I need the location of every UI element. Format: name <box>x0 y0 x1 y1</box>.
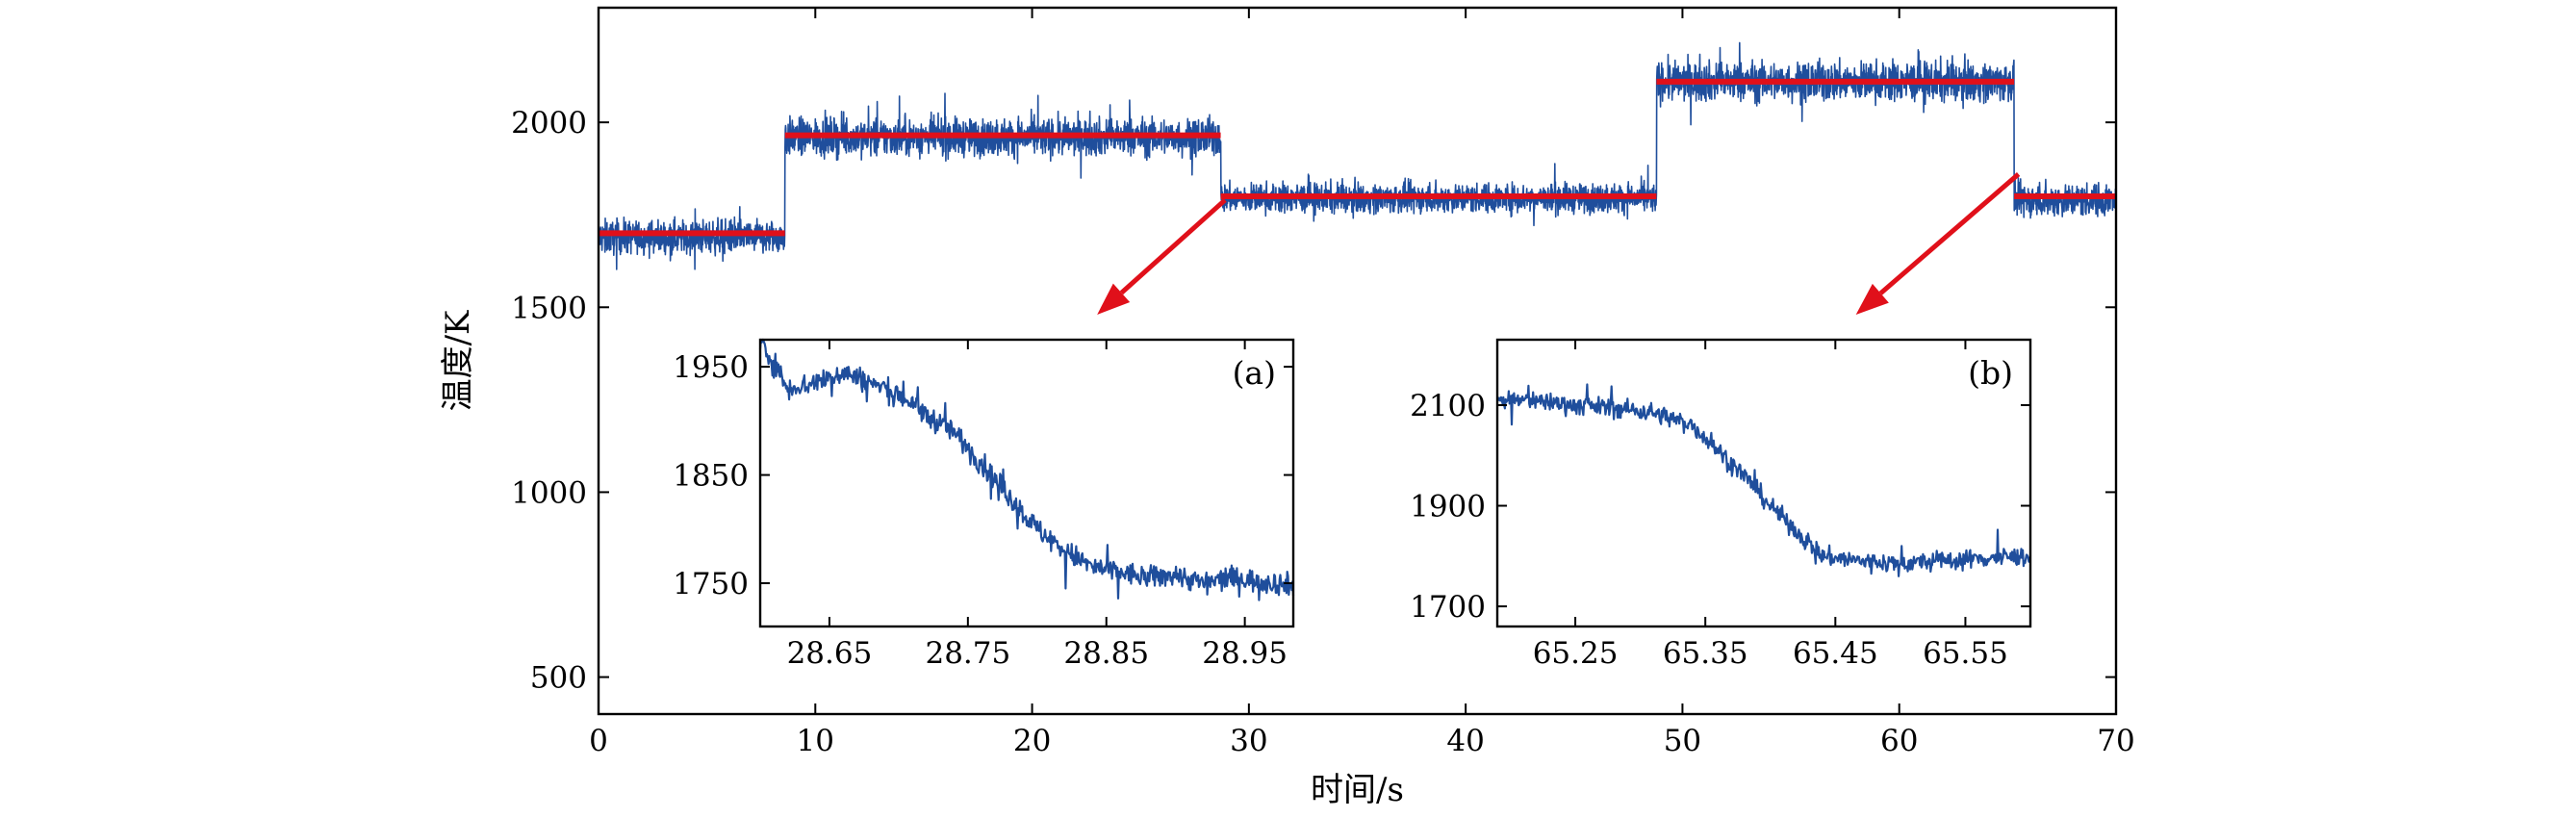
y-axis-title: 温度/K <box>439 310 477 411</box>
inset-b-x-tick-label: 65.45 <box>1793 636 1878 671</box>
main-x-tick-label: 50 <box>1664 724 1701 758</box>
inset-b-y-tick-label: 1900 <box>1410 490 1486 524</box>
inset-a-x-tick-label: 28.95 <box>1202 636 1288 671</box>
callout-arrowhead-a <box>1097 283 1131 315</box>
inset-b-temperature-line <box>1496 383 2032 577</box>
inset-a-frame <box>758 338 1295 628</box>
main-x-tick-label: 70 <box>2097 724 2134 758</box>
main-y-tick-label: 1500 <box>511 291 587 325</box>
inset-b-y-tick-label: 1700 <box>1410 590 1486 625</box>
inset-b-x-tick-label: 65.25 <box>1533 636 1619 671</box>
main-x-tick-label: 60 <box>1880 724 1918 758</box>
inset-a-plot: 28.65 28.75 28.85 28.95 1750 1850 1950 (a) <box>673 338 1295 671</box>
inset-b-plot-area <box>1497 340 2030 626</box>
inset-b-plot: 65.25 65.35 65.45 65.55 1700 1900 2100 (b) <box>1410 338 2032 671</box>
inset-a-plot-area <box>760 340 1293 626</box>
main-x-tick-label: 10 <box>797 724 834 758</box>
main-temperature-line <box>598 41 2117 270</box>
inset-b-x-tick-label: 65.55 <box>1923 636 2008 671</box>
inset-b-label: (b) <box>1968 354 2013 392</box>
inset-a-x-tick-label: 28.75 <box>925 636 1010 671</box>
main-y-tick-label: 1000 <box>511 475 587 510</box>
main-y-tick-label: 2000 <box>511 106 587 141</box>
callout-arrowhead-b <box>1855 283 1889 315</box>
main-x-tick-label: 40 <box>1446 724 1484 758</box>
inset-a-label: (a) <box>1233 354 1276 392</box>
main-x-tick-label: 0 <box>589 724 608 758</box>
main-plot-frame <box>597 6 2118 716</box>
inset-a-temperature-line <box>758 338 1295 601</box>
inset-a-x-tick-label: 28.85 <box>1063 636 1149 671</box>
main-y-tick-label: 500 <box>530 661 587 696</box>
callout-arrow-a <box>1119 197 1227 295</box>
inset-a-y-tick-label: 1750 <box>673 567 749 601</box>
inset-a-y-tick-label: 1850 <box>673 459 749 494</box>
inset-b-y-tick-label: 2100 <box>1410 389 1486 423</box>
inset-a-y-tick-label: 1950 <box>673 350 749 385</box>
callout-arrow-b <box>1878 172 2021 295</box>
inset-a-x-tick-label: 28.65 <box>787 636 873 671</box>
x-axis-title: 时间/s <box>1311 771 1404 809</box>
main-x-tick-label: 20 <box>1013 724 1051 758</box>
main-x-tick-label: 30 <box>1230 724 1267 758</box>
inset-b-frame <box>1495 338 2032 628</box>
inset-b-x-tick-label: 65.35 <box>1663 636 1748 671</box>
